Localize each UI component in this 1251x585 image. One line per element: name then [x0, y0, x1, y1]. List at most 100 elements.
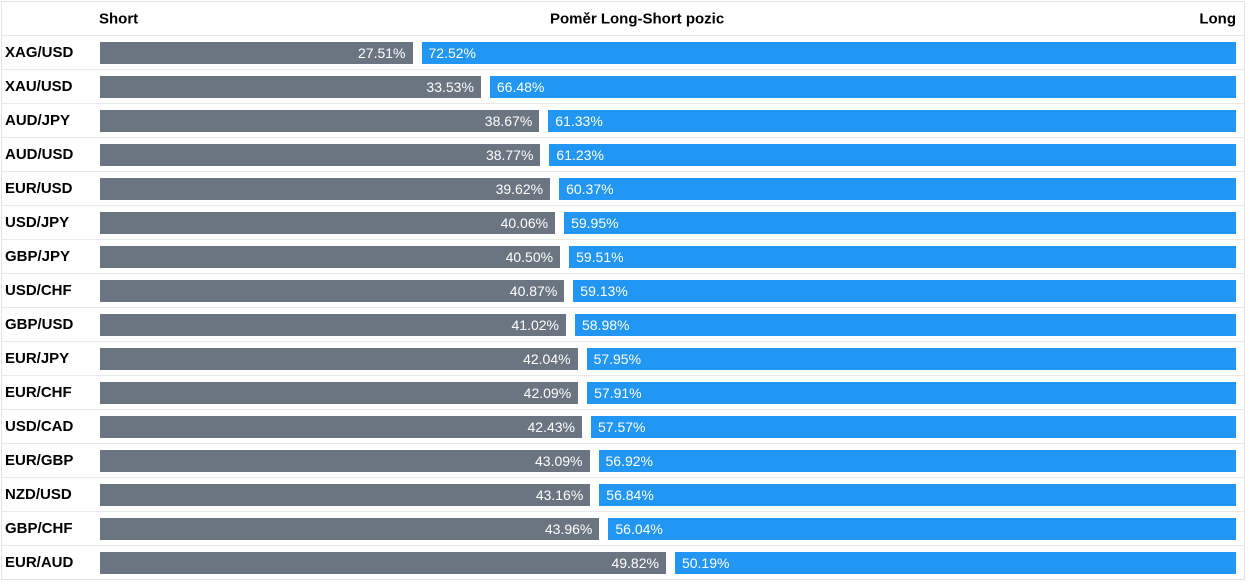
ratio-bars: 27.51% 72.52%	[100, 41, 1236, 64]
ratio-bars: 40.50% 59.51%	[100, 245, 1236, 268]
long-percent-label: 56.04%	[615, 520, 663, 537]
ratio-rows: XAG/USD 27.51% 72.52% XAU/USD 33.53% 66.…	[2, 36, 1244, 579]
short-column-header: Short	[99, 10, 139, 27]
long-percent-label: 57.57%	[598, 418, 646, 435]
short-bar: 42.09%	[100, 381, 579, 404]
short-percent-label: 39.62%	[495, 180, 544, 197]
long-bar: 60.37%	[559, 177, 1236, 200]
pair-label: EUR/GBP	[5, 452, 74, 469]
short-percent-label: 41.02%	[511, 316, 559, 333]
pair-row: USD/CHF 40.87% 59.13%	[2, 274, 1244, 308]
ratio-bars: 42.09% 57.91%	[100, 381, 1236, 404]
pair-row: XAU/USD 33.53% 66.48%	[2, 70, 1244, 104]
ratio-bars: 38.77% 61.23%	[100, 143, 1236, 166]
short-bar: 43.09%	[100, 449, 590, 472]
short-bar: 40.50%	[100, 245, 561, 268]
long-percent-label: 57.91%	[594, 384, 642, 401]
pair-label: AUD/JPY	[5, 112, 71, 129]
short-percent-label: 38.77%	[485, 146, 534, 163]
short-bar: 43.16%	[100, 483, 591, 506]
long-percent-label: 61.33%	[555, 112, 603, 129]
long-bar: 72.52%	[421, 41, 1236, 64]
short-bar: 38.67%	[100, 109, 540, 132]
pair-label: XAU/USD	[5, 78, 73, 95]
long-bar: 56.04%	[608, 517, 1236, 540]
ratio-bars: 40.06% 59.95%	[100, 211, 1236, 234]
pair-label: NZD/USD	[5, 486, 72, 503]
long-percent-label: 58.98%	[581, 316, 630, 333]
short-bar: 40.87%	[100, 279, 565, 302]
ratio-bars: 40.87% 59.13%	[100, 279, 1236, 302]
pair-label: EUR/CHF	[5, 384, 72, 401]
long-bar: 61.23%	[549, 143, 1236, 166]
long-bar: 59.13%	[573, 279, 1236, 302]
short-bar: 27.51%	[100, 41, 413, 64]
short-percent-label: 42.09%	[523, 384, 572, 401]
ratio-bars: 49.82% 50.19%	[100, 551, 1236, 574]
short-bar: 43.96%	[100, 517, 600, 540]
long-bar: 57.95%	[586, 347, 1236, 370]
long-bar: 57.57%	[591, 415, 1236, 438]
short-percent-label: 42.04%	[523, 350, 571, 367]
ratio-bars: 42.04% 57.95%	[100, 347, 1236, 370]
long-percent-label: 61.23%	[556, 146, 604, 163]
ratio-bars: 41.02% 58.98%	[100, 313, 1236, 336]
short-percent-label: 40.50%	[505, 248, 554, 265]
pair-row: EUR/GBP 43.09% 56.92%	[2, 444, 1244, 478]
ratio-bars: 38.67% 61.33%	[100, 109, 1236, 132]
short-percent-label: 27.51%	[358, 44, 406, 61]
short-bar: 40.06%	[100, 211, 556, 234]
short-percent-label: 43.09%	[535, 452, 583, 469]
long-percent-label: 66.48%	[496, 78, 545, 95]
long-percent-label: 56.84%	[606, 486, 654, 503]
pair-label: USD/CHF	[5, 282, 72, 299]
ratio-bars: 43.96% 56.04%	[100, 517, 1236, 540]
long-percent-label: 72.52%	[428, 44, 476, 61]
pair-row: GBP/CHF 43.96% 56.04%	[2, 512, 1244, 546]
short-bar: 39.62%	[100, 177, 551, 200]
short-percent-label: 43.16%	[535, 486, 584, 503]
pair-row: EUR/JPY 42.04% 57.95%	[2, 342, 1244, 376]
short-bar: 38.77%	[100, 143, 541, 166]
short-bar: 42.04%	[100, 347, 578, 370]
short-percent-label: 40.87%	[509, 282, 558, 299]
long-bar: 66.48%	[489, 75, 1236, 98]
pair-row: USD/JPY 40.06% 59.95%	[2, 206, 1244, 240]
long-bar: 61.33%	[548, 109, 1236, 132]
short-bar: 41.02%	[100, 313, 566, 336]
pair-label: XAG/USD	[5, 44, 74, 61]
pair-label: GBP/USD	[5, 316, 74, 333]
long-percent-label: 59.95%	[571, 214, 619, 231]
short-bar: 42.43%	[100, 415, 582, 438]
pair-label: AUD/USD	[5, 146, 74, 163]
short-percent-label: 38.67%	[484, 112, 533, 129]
long-bar: 50.19%	[674, 551, 1236, 574]
chart-title: Poměr Long-Short pozic	[550, 10, 725, 27]
long-percent-label: 57.95%	[593, 350, 642, 367]
pair-row: EUR/CHF 42.09% 57.91%	[2, 376, 1244, 410]
long-bar: 57.91%	[587, 381, 1236, 404]
pair-label: EUR/JPY	[5, 350, 70, 367]
ratio-bars: 43.16% 56.84%	[100, 483, 1236, 506]
short-percent-label: 43.96%	[544, 520, 593, 537]
long-percent-label: 59.13%	[580, 282, 628, 299]
short-percent-label: 49.82%	[611, 554, 659, 571]
long-column-header: Long	[1199, 10, 1236, 27]
long-percent-label: 56.92%	[605, 452, 653, 469]
short-bar: 33.53%	[100, 75, 481, 98]
long-percent-label: 59.51%	[576, 248, 624, 265]
pair-label: EUR/AUD	[5, 554, 74, 571]
pair-label: EUR/USD	[5, 180, 73, 197]
pair-row: EUR/USD 39.62% 60.37%	[2, 172, 1244, 206]
pair-row: AUD/JPY 38.67% 61.33%	[2, 104, 1244, 138]
pair-label: GBP/CHF	[5, 520, 73, 537]
long-bar: 56.84%	[599, 483, 1236, 506]
pair-row: EUR/AUD 49.82% 50.19%	[2, 546, 1244, 579]
pair-row: AUD/USD 38.77% 61.23%	[2, 138, 1244, 172]
short-percent-label: 33.53%	[426, 78, 474, 95]
pair-row: GBP/USD 41.02% 58.98%	[2, 308, 1244, 342]
ratio-bars: 42.43% 57.57%	[100, 415, 1236, 438]
pair-row: NZD/USD 43.16% 56.84%	[2, 478, 1244, 512]
ratio-bars: 43.09% 56.92%	[100, 449, 1236, 472]
